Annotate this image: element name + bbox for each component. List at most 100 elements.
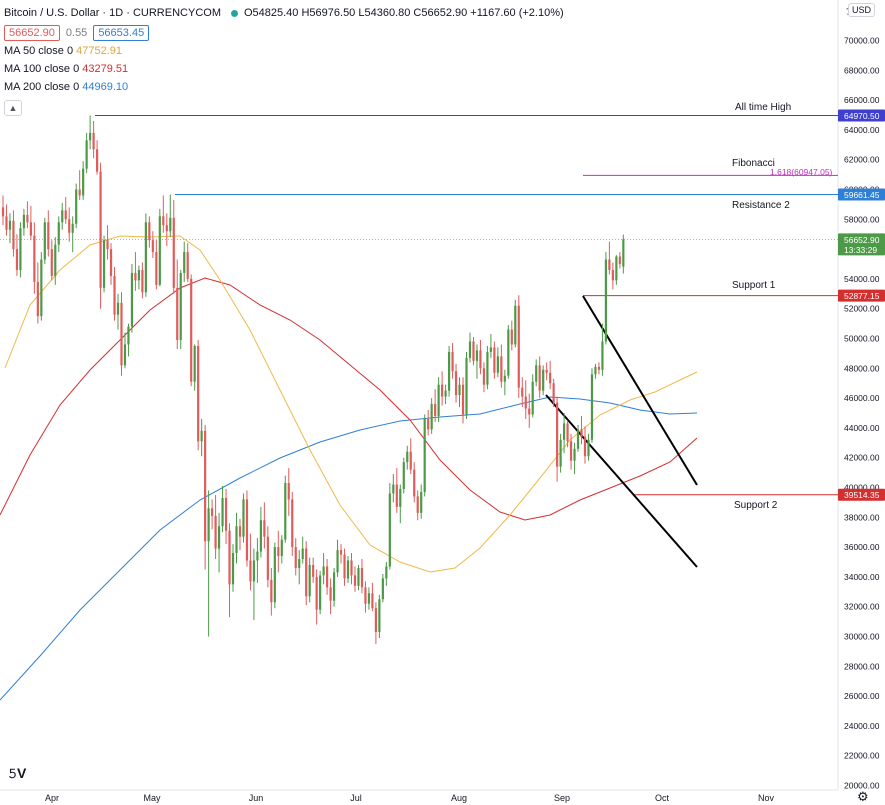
candle-body xyxy=(444,390,447,397)
legend-price-row: 56652.90 0.55 56653.45 xyxy=(4,24,564,42)
candle-body xyxy=(252,560,256,582)
candle-body xyxy=(601,341,604,370)
candle-body xyxy=(454,371,458,396)
y-axis-labels: 70000.00 68000.00 66000.00 64000.00 62000.00… xyxy=(844,36,880,791)
annotation-support-1: Support 1 xyxy=(732,280,776,291)
candle-body xyxy=(123,344,127,366)
ma100-row[interactable]: MA 100 close 0 43279.51 xyxy=(4,60,564,78)
buy-price[interactable]: 56653.45 xyxy=(93,25,150,41)
candle-body xyxy=(221,497,224,527)
candle-body xyxy=(576,429,580,449)
candle-body xyxy=(85,140,88,169)
symbol-title[interactable]: Bitcoin / U.S. Dollar · 1D · CURRENCYCOM xyxy=(4,7,221,19)
candle-body xyxy=(587,439,590,457)
ma50-row[interactable]: MA 50 close 0 47752.91 xyxy=(4,42,564,60)
candle-body xyxy=(447,351,451,391)
currency-button[interactable]: USD xyxy=(848,3,876,17)
price-label-text: 52877.15 xyxy=(844,291,880,301)
candle-body xyxy=(301,548,304,560)
candle-body xyxy=(514,305,517,345)
ma100-label: MA 100 close 0 xyxy=(4,63,80,75)
candle-body xyxy=(385,566,388,579)
candle-body xyxy=(336,550,339,573)
candle-body xyxy=(472,341,475,361)
y-tick-label: 26000.00 xyxy=(844,691,880,701)
y-tick-label: 42000.00 xyxy=(844,453,880,463)
candle-body xyxy=(106,240,109,250)
price-label-box xyxy=(838,233,885,256)
candle-body xyxy=(242,499,245,537)
candle-body xyxy=(186,252,189,279)
candle-body xyxy=(130,272,134,327)
candle-body xyxy=(569,441,573,461)
annotation-fibonacci: Fibonacci xyxy=(732,158,775,169)
y-tick-label: 52000.00 xyxy=(844,304,880,314)
candle-body xyxy=(413,469,416,497)
candle-body xyxy=(479,350,482,369)
candle-body xyxy=(190,278,193,382)
price-label-box xyxy=(838,289,885,302)
candle-body xyxy=(500,356,503,382)
candle-body xyxy=(590,374,594,440)
annotation-resistance-2: Resistance 2 xyxy=(732,200,790,211)
candle-body xyxy=(224,497,228,531)
y-tick-label: 20000.00 xyxy=(844,781,880,791)
x-tick-label: Oct xyxy=(655,793,670,803)
y-tick-label: 46000.00 xyxy=(844,393,880,403)
candle-body xyxy=(162,216,165,226)
sell-price[interactable]: 56652.90 xyxy=(4,25,60,41)
ma200-row[interactable]: MA 200 close 0 44969.10 xyxy=(4,78,564,96)
candle-body xyxy=(71,223,74,233)
candle-body xyxy=(305,548,308,597)
candle-body xyxy=(155,252,158,285)
candle-body xyxy=(378,599,381,633)
candle-body xyxy=(392,484,395,494)
candle-body xyxy=(542,369,545,391)
candle-body xyxy=(374,608,377,633)
candle-body xyxy=(381,578,384,600)
candle-body xyxy=(284,483,287,540)
candle-body xyxy=(503,375,506,382)
candle-body xyxy=(315,576,318,610)
candle-body xyxy=(197,345,200,442)
ma100-value: 43279.51 xyxy=(82,63,129,75)
candle-body xyxy=(622,239,625,267)
candle-body xyxy=(521,387,524,397)
chevron-up-icon[interactable]: ▲ xyxy=(4,100,22,116)
ma200-label: MA 200 close 0 xyxy=(4,81,80,93)
gear-icon[interactable]: ⚙ xyxy=(857,789,869,804)
candle-body xyxy=(339,550,343,555)
y-tick-label: 32000.00 xyxy=(844,602,880,612)
candle-body xyxy=(99,171,102,288)
candle-body xyxy=(116,302,120,315)
candle-body xyxy=(165,225,168,232)
x-tick-label: Aug xyxy=(451,793,467,803)
x-tick-label: Apr xyxy=(45,793,59,803)
candle-body xyxy=(238,526,242,537)
legend: Bitcoin / U.S. Dollar · 1D · CURRENCYCOM… xyxy=(4,4,564,116)
candle-body xyxy=(364,587,367,604)
candle-body xyxy=(179,272,182,340)
candle-body xyxy=(545,369,548,373)
x-tick-label: May xyxy=(143,793,161,803)
y-tick-label: 28000.00 xyxy=(844,661,880,671)
candle-body xyxy=(277,547,280,557)
candle-body xyxy=(357,567,360,586)
candle-body xyxy=(214,515,217,549)
candle-body xyxy=(423,418,426,492)
candle-body xyxy=(8,220,12,230)
candle-body xyxy=(615,256,618,281)
candle-body xyxy=(266,536,269,580)
candle-body xyxy=(611,269,614,281)
candle-body xyxy=(618,256,621,264)
candle-body xyxy=(172,217,175,288)
ohlc-values: O54825.40 H56976.50 L54360.80 C56652.90 … xyxy=(243,7,564,19)
y-tick-label: 38000.00 xyxy=(844,512,880,522)
annotation-support-2: Support 2 xyxy=(734,500,778,511)
candle-body xyxy=(89,132,92,141)
price-label-text: 59661.45 xyxy=(844,190,880,200)
candle-body xyxy=(604,259,608,342)
candle-body xyxy=(68,219,71,233)
